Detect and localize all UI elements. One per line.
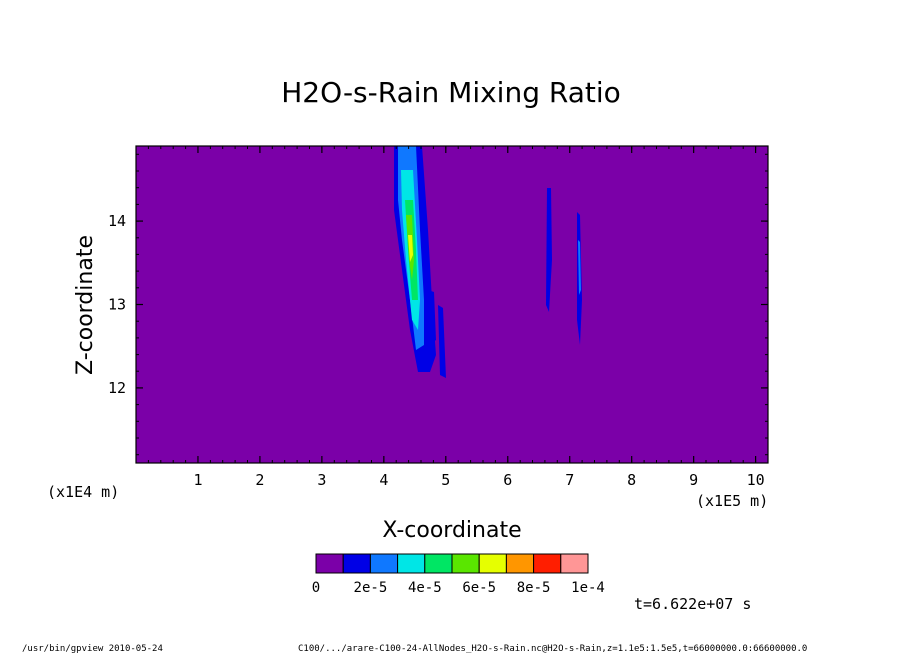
colorbar-label: 6e-5	[462, 580, 496, 596]
colorbar-swatch	[560, 553, 589, 574]
colorbar-swatch	[533, 553, 562, 574]
colorbar-label: 8e-5	[517, 580, 551, 596]
plot-area	[136, 146, 768, 463]
x-unit-left-label: (x1E4 m)	[47, 483, 119, 501]
colorbar-swatch	[397, 553, 426, 574]
y-tick-label: 14	[108, 212, 126, 230]
x-tick-label: 2	[255, 471, 264, 489]
y-tick-label: 12	[108, 379, 126, 397]
colorbar-swatch	[451, 553, 480, 574]
y-axis-label: Z-coordinate	[73, 235, 98, 375]
x-tick-label: 6	[503, 471, 512, 489]
x-tick-label: 8	[627, 471, 636, 489]
colorbar-label: 0	[312, 580, 320, 596]
colorbar-label: 2e-5	[354, 580, 388, 596]
chart-title: H2O-s-Rain Mixing Ratio	[281, 76, 621, 109]
x-axis: 1 2 3 4 5 6 7 8 9 10	[147, 146, 769, 489]
colorbar-swatch	[369, 553, 399, 574]
colorbar-swatch	[478, 553, 507, 574]
data-plumes	[394, 146, 582, 378]
colorbar-swatch	[315, 553, 344, 574]
colorbar: 0 2e-5 4e-5 6e-5 8e-5 1e-4	[312, 553, 605, 596]
colorbar-swatch	[342, 553, 371, 574]
time-label: t=6.622e+07 s	[634, 595, 751, 613]
colorbar-label: 1e-4	[571, 580, 605, 596]
colorbar-label: 4e-5	[408, 580, 442, 596]
x-tick-label: 3	[317, 471, 326, 489]
y-tick-label: 13	[108, 296, 126, 314]
colorbar-swatch	[505, 553, 535, 574]
x-axis-label: X-coordinate	[382, 518, 521, 543]
x-tick-label: 9	[689, 471, 698, 489]
footer-left: /usr/bin/gpview 2010-05-24	[22, 644, 163, 654]
x-tick-label: 10	[747, 471, 765, 489]
x-tick-label: 7	[565, 471, 574, 489]
x-tick-label: 4	[379, 471, 388, 489]
footer-right: C100/.../arare-C100-24-AllNodes_H2O-s-Ra…	[298, 644, 807, 654]
colorbar-swatch	[424, 553, 453, 574]
x-unit-right-label: (x1E5 m)	[696, 492, 768, 510]
x-tick-label: 5	[441, 471, 450, 489]
x-tick-label: 1	[193, 471, 202, 489]
y-axis: 12 13 14	[108, 153, 768, 456]
